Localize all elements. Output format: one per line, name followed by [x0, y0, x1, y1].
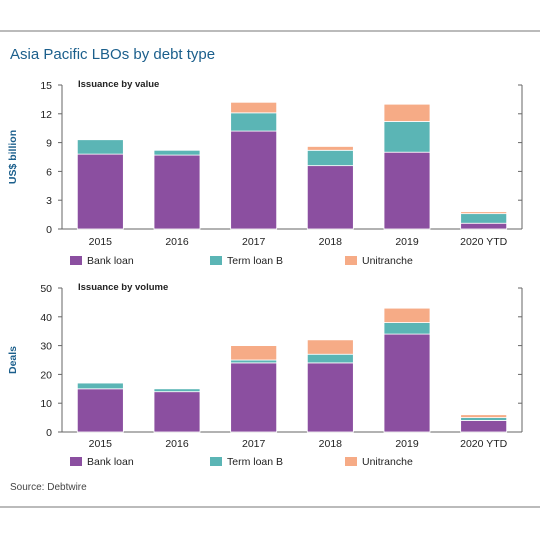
chart-0-x-tick-label-5: 2020 YTD	[460, 236, 508, 248]
chart-0-legend-swatch-0	[70, 256, 82, 265]
chart-1-y-tick-label-2: 20	[40, 369, 52, 381]
chart-1-legend-swatch-2	[345, 457, 357, 466]
chart-1-bar-bank-loan-0	[76, 388, 124, 433]
chart-1-bar-term-loan-b-4	[383, 322, 431, 335]
chart-1-x-tick-label-2: 2017	[242, 438, 266, 450]
chart-1-x-tick-label-1: 2016	[165, 438, 189, 450]
charts-group: Issuance by value US$ billion 0 3 6 9 12 15 2015…	[7, 79, 523, 468]
chart-0-bar-bank-loan-3	[306, 165, 354, 230]
chart-0-bar-term-loan-b-3	[306, 149, 354, 167]
chart-0-y-tick-label-4: 12	[40, 109, 52, 121]
chart-0-y-tick-label-3: 9	[46, 138, 52, 150]
chart-1-bar-unitranche-2	[230, 345, 278, 361]
chart-0-bar-bank-loan-0	[76, 153, 124, 230]
chart-1-x-tick-label-5: 2020 YTD	[460, 438, 508, 450]
chart-0-bar-unitranche-3	[306, 146, 354, 151]
chart-1-bar-bank-loan-2	[230, 362, 278, 433]
source-note: Source: Debtwire	[10, 482, 87, 493]
chart-0-y-axis-label: US$ billion	[7, 130, 19, 184]
chart-1-bar-term-loan-b-3	[306, 353, 354, 364]
chart-0-legend-label-1: Term loan B	[227, 255, 283, 267]
chart-0-legend-label-0: Bank loan	[87, 255, 134, 267]
chart-0-x-tick-label-2: 2017	[242, 236, 266, 248]
chart-1-y-tick-label-3: 30	[40, 341, 52, 353]
chart-0-y-tick-label-1: 3	[46, 195, 52, 207]
chart-1-bar-term-loan-b-2	[230, 359, 278, 364]
chart-1-y-tick-label-5: 50	[40, 283, 52, 295]
chart-1-bar-unitranche-3	[306, 339, 354, 355]
chart-0-legend-swatch-2	[345, 256, 357, 265]
chart-1-x-tick-label-4: 2019	[395, 438, 419, 450]
chart-1-bar-unitranche-4	[383, 307, 431, 323]
chart-1-legend-swatch-1	[210, 457, 222, 466]
chart-title: Asia Pacific LBOs by debt type	[10, 46, 215, 63]
chart-1-legend-label-1: Term loan B	[227, 456, 283, 468]
chart-0-x-tick-label-1: 2016	[165, 236, 189, 248]
chart-1-x-tick-label-0: 2015	[89, 438, 113, 450]
chart-1-bar-bank-loan-1	[153, 391, 201, 433]
chart-1-bar-bank-loan-4	[383, 333, 431, 433]
chart-0-subtitle: Issuance by value	[78, 79, 159, 90]
chart-0-bar-bank-loan-5	[460, 222, 508, 230]
chart-1-x-tick-label-3: 2018	[319, 438, 343, 450]
chart-1-bar-term-loan-b-5	[460, 417, 508, 421]
chart-0-bar-term-loan-b-4	[383, 121, 431, 153]
chart-1-y-tick-label-1: 10	[40, 398, 52, 410]
chart-1-y-tick-label-4: 40	[40, 312, 52, 324]
chart-0-x-tick-label-3: 2018	[319, 236, 343, 248]
chart-0-x-tick-label-0: 2015	[89, 236, 113, 248]
chart-0-x-tick-label-4: 2019	[395, 236, 419, 248]
chart-0-legend-swatch-1	[210, 256, 222, 265]
chart-0-bar-unitranche-5	[460, 211, 508, 215]
chart-1-bar-unitranche-5	[460, 414, 508, 419]
chart-0-y-tick-label-5: 15	[40, 80, 52, 92]
chart-1-bar-bank-loan-5	[460, 420, 508, 433]
chart-0-legend-label-2: Unitranche	[362, 255, 413, 267]
chart-1-legend-label-2: Unitranche	[362, 456, 413, 468]
chart-0-bar-term-loan-b-1	[153, 149, 201, 156]
chart-1-legend-label-0: Bank loan	[87, 456, 134, 468]
chart-1-subtitle: Issuance by volume	[78, 282, 168, 293]
chart-1-y-tick-label-0: 0	[46, 427, 52, 439]
chart-0-bar-bank-loan-1	[153, 154, 201, 230]
chart-1-legend-swatch-0	[70, 457, 82, 466]
chart-1-bar-bank-loan-3	[306, 362, 354, 433]
chart-1-bar-term-loan-b-0	[76, 382, 124, 390]
chart-0-bar-unitranche-2	[230, 101, 278, 114]
chart-0-bar-unitranche-4	[383, 103, 431, 122]
chart-1-y-axis-label: Deals	[7, 346, 19, 374]
chart-0-y-tick-label-2: 6	[46, 166, 52, 178]
chart-0-bar-term-loan-b-0	[76, 139, 124, 155]
chart-1-bar-term-loan-b-1	[153, 388, 201, 393]
chart-0-y-tick-label-0: 0	[46, 224, 52, 236]
chart-0-bar-bank-loan-2	[230, 130, 278, 230]
chart-0-bar-term-loan-b-5	[460, 213, 508, 224]
chart-0-bar-term-loan-b-2	[230, 112, 278, 132]
chart-0-bar-bank-loan-4	[383, 151, 431, 230]
